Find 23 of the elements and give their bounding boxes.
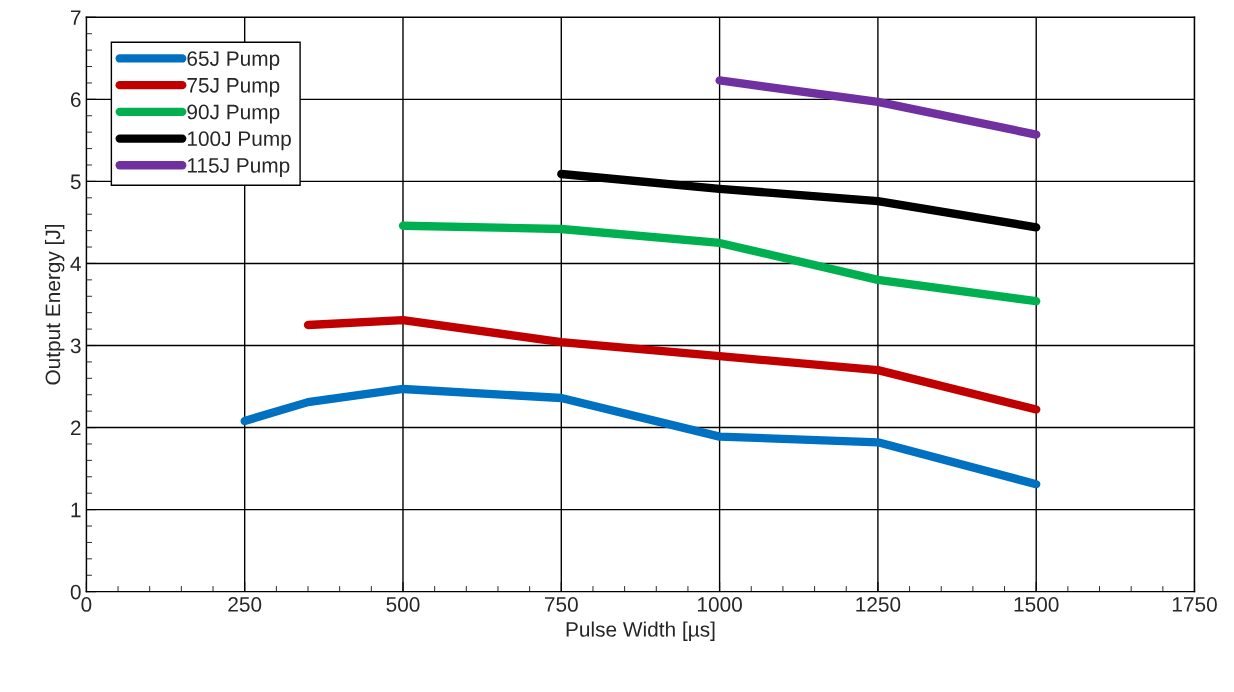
y-tick-label: 4 [70, 256, 81, 271]
x-tick-label: 750 [544, 597, 578, 612]
x-axis-title: Pulse Width [µs] [566, 621, 715, 641]
x-tick-label: 500 [386, 597, 420, 612]
legend-label: 115J Pump [187, 158, 290, 177]
y-tick-label: 5 [70, 174, 81, 190]
y-tick-label: 6 [70, 92, 81, 108]
x-tick-label: 0 [81, 597, 92, 612]
legend-label: 65J Pump [187, 51, 280, 71]
y-axis-title: Output Energy [J] [44, 224, 65, 385]
legend-label: 75J Pump [187, 78, 280, 97]
x-tick-label: 1000 [698, 597, 742, 612]
legend-label: 90J Pump [187, 104, 280, 124]
legend-label: 100J Pump [187, 131, 291, 151]
y-tick-label: 7 [71, 10, 81, 25]
x-tick-label: 250 [228, 597, 262, 612]
x-tick-label: 1500 [1014, 597, 1059, 612]
y-tick-label: 3 [70, 338, 81, 354]
y-tick-label: 1 [71, 502, 81, 518]
y-tick-label: 2 [70, 420, 81, 436]
x-tick-label: 1250 [856, 597, 901, 612]
y-tick-label: 0 [70, 584, 81, 600]
x-tick-label: 1750 [1172, 597, 1217, 612]
